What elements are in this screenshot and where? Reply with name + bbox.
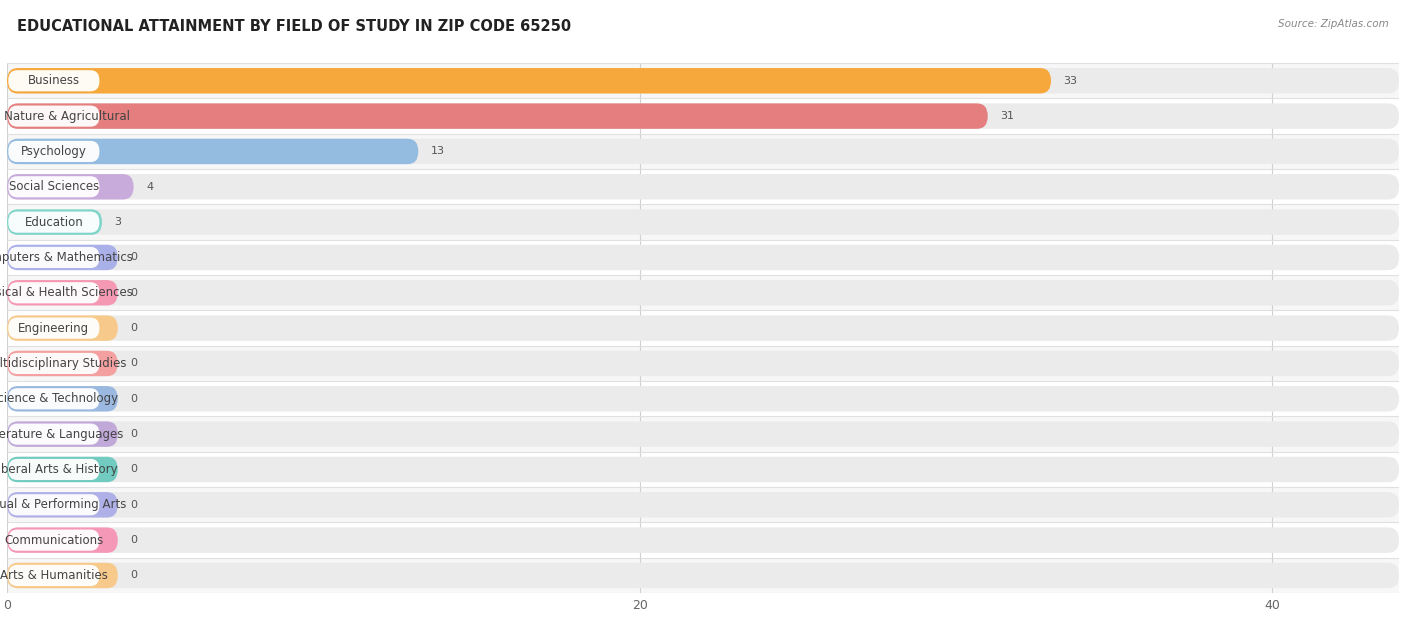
FancyBboxPatch shape [7, 386, 118, 411]
FancyBboxPatch shape [7, 209, 103, 235]
Text: Visual & Performing Arts: Visual & Performing Arts [0, 498, 127, 511]
FancyBboxPatch shape [0, 558, 1406, 593]
Text: Bio, Nature & Agricultural: Bio, Nature & Agricultural [0, 110, 129, 122]
FancyBboxPatch shape [8, 353, 100, 374]
FancyBboxPatch shape [8, 565, 100, 586]
FancyBboxPatch shape [7, 422, 118, 447]
Text: EDUCATIONAL ATTAINMENT BY FIELD OF STUDY IN ZIP CODE 65250: EDUCATIONAL ATTAINMENT BY FIELD OF STUDY… [17, 19, 571, 34]
FancyBboxPatch shape [7, 103, 1399, 129]
FancyBboxPatch shape [0, 381, 1406, 416]
FancyBboxPatch shape [8, 388, 100, 410]
FancyBboxPatch shape [7, 174, 1399, 199]
FancyBboxPatch shape [0, 522, 1406, 558]
Text: 0: 0 [131, 252, 138, 262]
FancyBboxPatch shape [7, 174, 134, 199]
FancyBboxPatch shape [8, 141, 100, 162]
FancyBboxPatch shape [7, 492, 1399, 517]
FancyBboxPatch shape [8, 211, 100, 233]
Text: Arts & Humanities: Arts & Humanities [0, 569, 108, 582]
FancyBboxPatch shape [8, 176, 100, 198]
FancyBboxPatch shape [8, 247, 100, 268]
FancyBboxPatch shape [8, 105, 100, 127]
FancyBboxPatch shape [8, 529, 100, 551]
FancyBboxPatch shape [0, 63, 1406, 98]
Text: 3: 3 [115, 217, 121, 227]
FancyBboxPatch shape [7, 528, 118, 553]
FancyBboxPatch shape [7, 563, 1399, 588]
FancyBboxPatch shape [8, 282, 100, 304]
FancyBboxPatch shape [7, 457, 118, 482]
Text: 0: 0 [131, 394, 138, 404]
FancyBboxPatch shape [8, 70, 100, 91]
FancyBboxPatch shape [0, 275, 1406, 310]
FancyBboxPatch shape [7, 68, 1399, 93]
Text: 31: 31 [1001, 111, 1014, 121]
Text: 13: 13 [432, 146, 444, 156]
Text: Science & Technology: Science & Technology [0, 392, 118, 405]
FancyBboxPatch shape [7, 139, 1399, 164]
FancyBboxPatch shape [7, 386, 1399, 411]
FancyBboxPatch shape [7, 68, 1052, 93]
Text: 4: 4 [146, 182, 153, 192]
FancyBboxPatch shape [7, 245, 1399, 270]
FancyBboxPatch shape [7, 528, 1399, 553]
Text: Multidisciplinary Studies: Multidisciplinary Studies [0, 357, 127, 370]
Text: Literature & Languages: Literature & Languages [0, 428, 124, 440]
FancyBboxPatch shape [0, 416, 1406, 452]
FancyBboxPatch shape [7, 245, 118, 270]
Text: 0: 0 [131, 358, 138, 369]
FancyBboxPatch shape [0, 310, 1406, 346]
Text: 0: 0 [131, 464, 138, 475]
FancyBboxPatch shape [0, 98, 1406, 134]
Text: 0: 0 [131, 500, 138, 510]
Text: Communications: Communications [4, 534, 104, 546]
FancyBboxPatch shape [7, 563, 118, 588]
FancyBboxPatch shape [7, 422, 1399, 447]
FancyBboxPatch shape [7, 351, 1399, 376]
FancyBboxPatch shape [7, 280, 118, 305]
Text: Business: Business [28, 74, 80, 87]
Text: 0: 0 [131, 323, 138, 333]
Text: 33: 33 [1063, 76, 1077, 86]
FancyBboxPatch shape [0, 487, 1406, 522]
FancyBboxPatch shape [7, 457, 1399, 482]
FancyBboxPatch shape [7, 316, 118, 341]
FancyBboxPatch shape [7, 103, 987, 129]
Text: Engineering: Engineering [18, 322, 90, 334]
FancyBboxPatch shape [7, 209, 1399, 235]
Text: 0: 0 [131, 429, 138, 439]
FancyBboxPatch shape [8, 423, 100, 445]
FancyBboxPatch shape [0, 346, 1406, 381]
Text: Physical & Health Sciences: Physical & Health Sciences [0, 286, 134, 299]
FancyBboxPatch shape [7, 280, 1399, 305]
FancyBboxPatch shape [7, 492, 118, 517]
Text: Social Sciences: Social Sciences [8, 180, 98, 193]
FancyBboxPatch shape [7, 316, 1399, 341]
FancyBboxPatch shape [7, 139, 419, 164]
FancyBboxPatch shape [7, 351, 118, 376]
Text: 0: 0 [131, 288, 138, 298]
FancyBboxPatch shape [0, 452, 1406, 487]
Text: 0: 0 [131, 570, 138, 581]
FancyBboxPatch shape [8, 317, 100, 339]
Text: Computers & Mathematics: Computers & Mathematics [0, 251, 132, 264]
FancyBboxPatch shape [8, 494, 100, 516]
Text: 0: 0 [131, 535, 138, 545]
FancyBboxPatch shape [8, 459, 100, 480]
Text: Education: Education [24, 216, 83, 228]
Text: Source: ZipAtlas.com: Source: ZipAtlas.com [1278, 19, 1389, 29]
Text: Psychology: Psychology [21, 145, 87, 158]
FancyBboxPatch shape [0, 134, 1406, 169]
FancyBboxPatch shape [0, 204, 1406, 240]
FancyBboxPatch shape [0, 240, 1406, 275]
Text: Liberal Arts & History: Liberal Arts & History [0, 463, 117, 476]
FancyBboxPatch shape [0, 169, 1406, 204]
